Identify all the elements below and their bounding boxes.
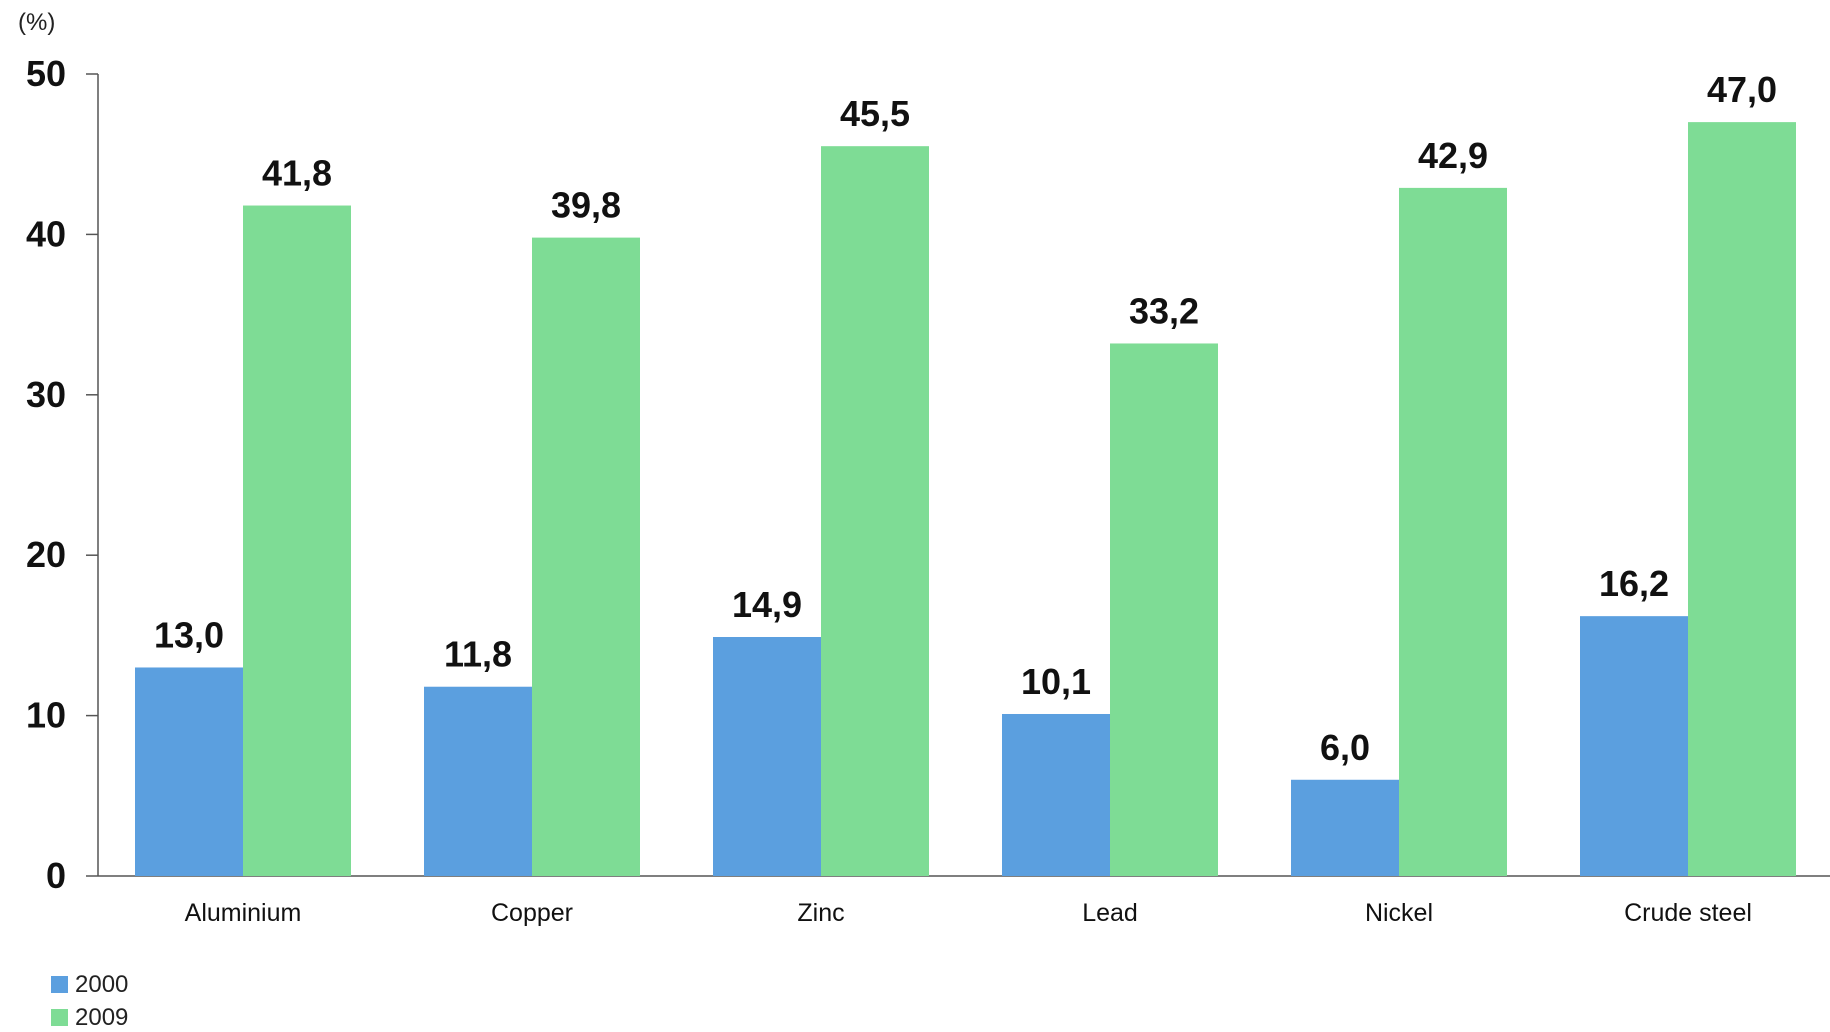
bar-2009-copper [532,237,640,876]
bar-2009-zinc [821,146,929,876]
bars [135,122,1796,877]
y-tick-label: 20 [26,534,66,575]
data-label: 6,0 [1320,727,1370,768]
x-tick-label: Copper [491,899,573,927]
bar-2009-aluminium [243,205,351,876]
data-label: 41,8 [262,153,332,194]
bar-2000-aluminium [135,667,243,876]
x-tick-label: Crude steel [1624,899,1752,927]
data-label: 14,9 [732,584,802,625]
x-tick-label: Lead [1082,899,1138,927]
x-tick-label: Zinc [797,899,844,927]
data-label: 42,9 [1418,135,1488,176]
data-label: 11,8 [444,634,512,675]
data-label: 33,2 [1129,290,1199,331]
y-tick-label: 50 [26,53,66,94]
axes: 0 10 20 30 40 50 Aluminium Copper Zinc Lead Nickel… [26,53,1830,927]
bar-2009-nickel [1399,187,1507,876]
y-tick-label: 40 [26,213,66,254]
bar-2000-nickel [1291,779,1399,876]
y-tick-label: 30 [26,374,66,415]
data-label: 10,1 [1021,661,1091,702]
y-axis-unit-label: (%) [18,9,55,36]
bar-2000-lead [1002,713,1110,876]
legend: 2000 2009 [51,971,128,1031]
data-label: 45,5 [840,93,910,134]
data-labels: 13,0 41,8 11,8 39,8 14,9 45,5 10,1 33,2 6,0 42,9 1… [154,69,1777,768]
legend-label: 2000 [75,971,128,998]
data-label: 16,2 [1599,563,1669,604]
x-tick-label: Nickel [1365,899,1433,927]
x-tick-label: Aluminium [185,899,302,927]
bar-2000-zinc [713,637,821,876]
legend-swatch-2000 [51,976,68,993]
data-label: 39,8 [551,185,621,226]
bar-2000-crude-steel [1580,616,1688,876]
bar-2000-copper [424,686,532,876]
y-tick-label: 0 [46,855,66,896]
legend-swatch-2009 [51,1009,68,1026]
data-label: 13,0 [154,614,224,655]
data-label: 47,0 [1707,69,1777,110]
y-tick-label: 10 [26,695,66,736]
bar-2009-crude-steel [1688,122,1796,877]
bar-2009-lead [1110,343,1218,876]
legend-label: 2009 [75,1004,128,1031]
